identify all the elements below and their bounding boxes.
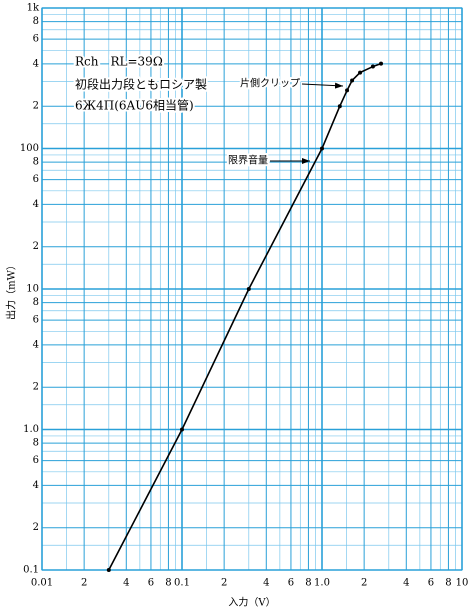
y-tick-label: 8	[33, 438, 39, 449]
y-tick-label: 2	[33, 382, 39, 393]
data-point	[350, 78, 355, 83]
annotation: 限界音量	[228, 154, 268, 167]
y-tick-label: 1.0	[23, 424, 39, 435]
x-tick-label: 8	[305, 578, 311, 589]
y-tick-label: 6	[33, 174, 39, 185]
y-tick-label: 6	[33, 315, 39, 326]
x-tick-label: 2	[81, 578, 87, 589]
y-tick-label: 0.1	[23, 565, 39, 576]
annotation: 6Ж4П(6AU6相当管)	[75, 98, 194, 113]
x-tick-label: 1.0	[314, 578, 330, 589]
x-tick-label: 2	[361, 578, 367, 589]
x-tick-label: 10	[456, 578, 469, 589]
x-tick-label: 2	[221, 578, 227, 589]
x-tick-label: 0.1	[174, 578, 190, 589]
y-tick-label: 2	[33, 101, 39, 112]
x-tick-label: 6	[428, 578, 434, 589]
y-tick-label: 2	[33, 241, 39, 252]
x-tick-label: 8	[445, 578, 451, 589]
arrow	[301, 82, 344, 89]
y-tick-label: 8	[33, 297, 39, 308]
data-point	[337, 104, 342, 109]
x-tick-label: 8	[165, 578, 171, 589]
y-tick-label: 4	[33, 339, 39, 350]
y-tick-label: 8	[33, 157, 39, 168]
y-tick-label: 2	[33, 522, 39, 533]
x-tick-label: 4	[263, 578, 269, 589]
data-line	[108, 62, 382, 571]
y-tick-label: 6	[33, 34, 39, 45]
y-tick-label: 4	[33, 480, 39, 491]
x-tick-label: 4	[403, 578, 409, 589]
annotation: 初段出力段ともロシア製	[75, 77, 207, 92]
y-tick-label: 100	[20, 143, 39, 154]
data-point	[358, 70, 363, 75]
y-tick-label: 8	[33, 16, 39, 27]
y-tick-label: 4	[33, 58, 39, 69]
data-point	[106, 568, 111, 572]
y-tick-label: 1k	[27, 3, 40, 14]
y-tick-label: 6	[33, 455, 39, 466]
y-tick-label: 4	[33, 199, 39, 210]
x-tick-label: 4	[123, 578, 129, 589]
data-point	[379, 61, 384, 66]
data-point	[180, 427, 184, 432]
y-tick-label: 10	[26, 284, 39, 295]
x-tick-label: 6	[148, 578, 154, 589]
data-point	[320, 146, 324, 151]
annotation: 片側クリップ	[240, 77, 300, 90]
data-point	[370, 64, 375, 69]
x-tick-label: 6	[288, 578, 294, 589]
annotation: Rch RL=39Ω	[75, 55, 163, 69]
y-axis-label: 出力（mW）	[5, 260, 18, 320]
x-axis-label: 入力（V）	[228, 596, 275, 609]
data-point	[246, 287, 251, 291]
data-point	[345, 88, 350, 93]
x-tick-label: 0.01	[31, 578, 53, 589]
